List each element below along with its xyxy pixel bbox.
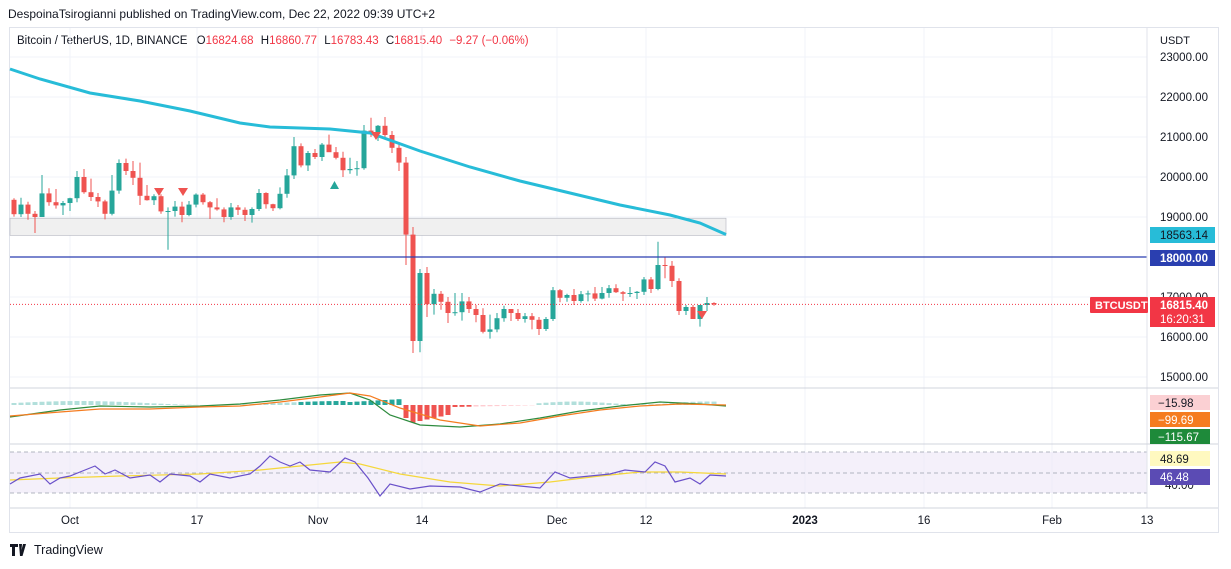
close-value: 16815.40 (394, 35, 443, 47)
symbol-legend: Bitcoin / TetherUS, 1D, BINANCE O16824.6… (17, 35, 529, 47)
close-label: C (385, 35, 395, 47)
brand-label: TradingView (34, 543, 103, 557)
change-value: −9.27 (−0.06%) (449, 35, 529, 47)
chart-frame (9, 27, 1219, 533)
high-label: H (260, 35, 270, 47)
open-label: O (196, 35, 206, 47)
publish-info: DespoinaTsirogianni published on Trading… (8, 7, 436, 21)
high-value: 16860.77 (269, 35, 318, 47)
low-label: L (324, 35, 331, 47)
footer-brand[interactable]: TradingView (10, 543, 103, 557)
symbol-name[interactable]: Bitcoin / TetherUS, 1D, BINANCE (17, 35, 188, 47)
low-value: 16783.43 (330, 35, 379, 47)
tradingview-logo-icon (10, 544, 26, 556)
open-value: 16824.68 (205, 35, 254, 47)
